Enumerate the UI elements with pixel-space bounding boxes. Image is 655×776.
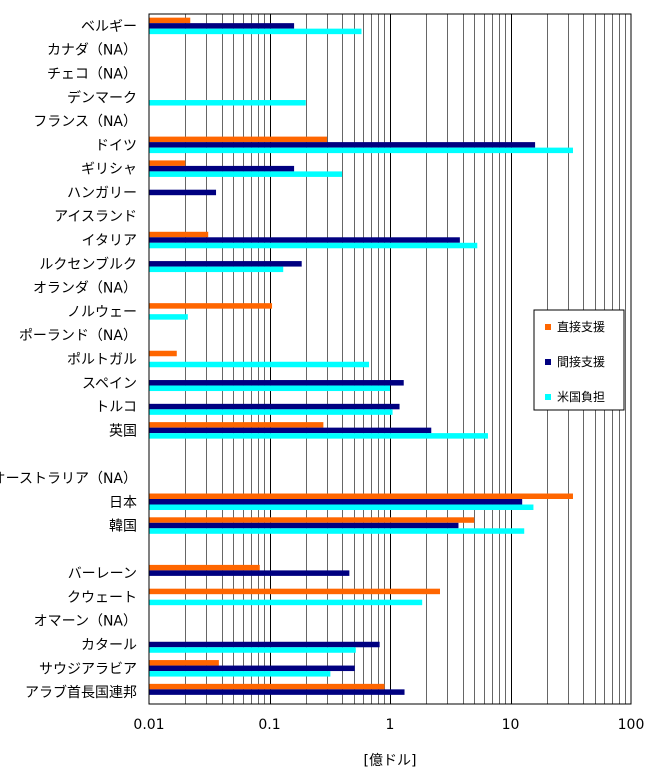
legend-label: 間接支援	[557, 354, 605, 369]
category-label: サウジアラビア	[39, 661, 137, 677]
bar	[149, 504, 534, 511]
bar	[149, 647, 356, 653]
category-label: バーレーン	[68, 566, 137, 582]
bar	[149, 165, 295, 172]
category-label: 英国	[109, 422, 137, 439]
bar	[149, 665, 355, 672]
bar	[149, 23, 295, 29]
bar	[149, 171, 343, 177]
category-label: アイスランド	[54, 209, 137, 225]
category-label: 日本	[109, 495, 137, 511]
bar	[149, 189, 217, 196]
bar	[149, 350, 177, 357]
bar	[149, 361, 370, 368]
bar	[149, 147, 573, 154]
legend-label: 直接支援	[557, 319, 605, 334]
bar	[149, 261, 302, 267]
category-label: デンマーク	[67, 89, 137, 106]
bar	[149, 427, 432, 434]
bar	[149, 570, 350, 576]
x-tick-label: 0.1	[258, 717, 280, 733]
bar	[149, 433, 488, 439]
category-label: オマーン（NA）	[34, 614, 137, 630]
bar	[149, 314, 188, 320]
bar	[149, 599, 423, 606]
x-tick-label: 1	[386, 717, 395, 733]
bar	[149, 403, 400, 410]
x-tick-label: 100	[618, 717, 645, 733]
bar	[149, 517, 475, 523]
bar	[149, 142, 536, 148]
bar	[149, 303, 273, 309]
bar	[149, 689, 405, 695]
category-label: カタール	[81, 638, 137, 654]
category-label: ベルギー	[81, 19, 137, 35]
bar	[149, 522, 459, 529]
category-label: イタリア	[82, 233, 137, 249]
bar	[149, 671, 331, 677]
x-tick-label: 10	[502, 717, 520, 733]
category-label: ノルウェー	[67, 304, 137, 320]
bar	[149, 499, 523, 505]
category-label: ギリシャ	[81, 162, 137, 178]
bar	[149, 237, 460, 243]
bar	[149, 660, 219, 666]
category-label: 韓国	[109, 519, 137, 535]
bar	[149, 588, 441, 595]
x-axis-title: [億ドル]	[364, 753, 417, 769]
bar	[149, 528, 525, 534]
legend-label: 米国負担	[557, 390, 605, 404]
category-label: ドイツ	[95, 138, 137, 154]
category-label: オランダ（NA）	[33, 281, 137, 297]
bar	[149, 380, 404, 386]
bar	[149, 641, 380, 648]
category-label: クウェート	[67, 590, 137, 606]
category-label: スペイン	[82, 376, 137, 392]
plot-border	[148, 13, 632, 705]
category-label: ルクセンブルク	[39, 256, 137, 273]
x-tick-labels: 0.01 0.1 1 10 100	[133, 717, 644, 733]
category-label: ポルトガル	[67, 352, 137, 368]
category-label: アラブ首長国連邦	[25, 684, 137, 701]
bar	[149, 231, 209, 238]
bar	[149, 564, 260, 571]
legend-swatch	[545, 394, 551, 400]
category-label: チェコ（NA）	[47, 66, 137, 82]
bar	[149, 385, 390, 392]
bar	[149, 422, 324, 428]
category-label: カナダ（NA）	[47, 43, 137, 59]
category-label: フランス（NA）	[33, 114, 137, 130]
category-label: ハンガリー	[67, 185, 137, 201]
x-tick-label: 0.01	[133, 717, 164, 733]
bar	[149, 136, 327, 143]
bar	[149, 683, 385, 690]
bar	[149, 493, 573, 500]
category-label: トルコ	[95, 400, 137, 416]
bar	[149, 160, 186, 166]
bar	[149, 100, 306, 106]
bars	[149, 17, 573, 695]
bar	[149, 17, 191, 24]
category-label: ポーランド（NA）	[19, 328, 137, 344]
category-label: オーストラリア（NA）	[0, 471, 137, 487]
bar	[149, 28, 362, 35]
bar	[149, 266, 284, 273]
bar	[149, 242, 478, 249]
legend-swatch	[545, 324, 551, 330]
bar	[149, 409, 393, 415]
legend-swatch	[545, 359, 551, 365]
